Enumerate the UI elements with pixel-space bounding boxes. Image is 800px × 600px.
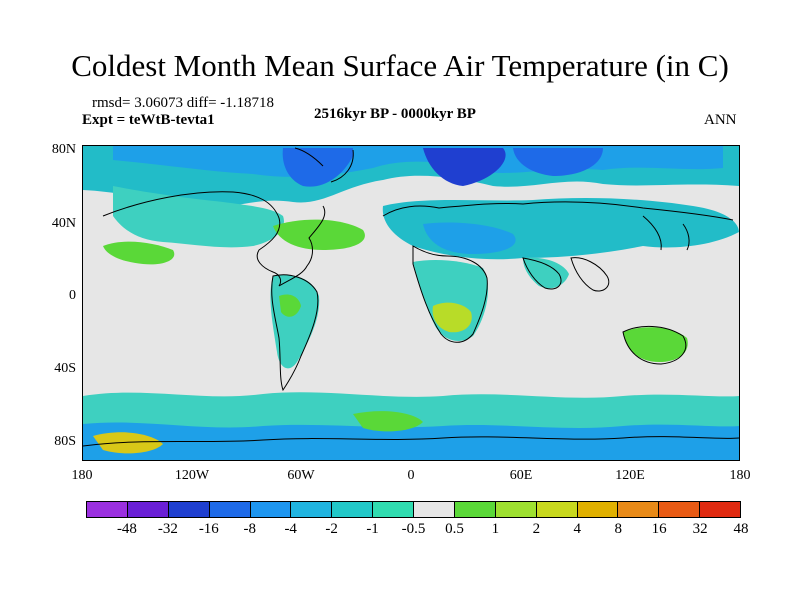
colorbar xyxy=(86,501,741,518)
atlantic-green xyxy=(273,219,365,250)
colorbar-label: -2 xyxy=(325,521,338,537)
colorbar-swatch xyxy=(373,502,414,517)
coastlines xyxy=(83,147,739,447)
colorbar-swatch xyxy=(577,502,619,517)
colorbar-label: -8 xyxy=(243,521,257,537)
colorbar-swatch xyxy=(454,502,496,517)
colorbar-swatch xyxy=(536,502,578,517)
lon-tick-0: 0 xyxy=(407,468,415,483)
africa-green xyxy=(432,302,472,333)
central-asia-blue xyxy=(423,222,516,254)
lat-tick-40n: 40N xyxy=(51,216,76,231)
colorbar-swatch xyxy=(127,502,169,517)
colorbar-swatch xyxy=(700,502,740,517)
colorbar-label: -48 xyxy=(116,521,137,537)
antarctic-green-2 xyxy=(353,411,423,432)
antarctic-blue xyxy=(83,422,739,460)
stats-label: rmsd= 3.06073 diff= -1.18718 xyxy=(92,95,275,111)
colorbar-label: 8 xyxy=(614,521,622,537)
south-america-green xyxy=(279,294,301,317)
colorbar-label: 1 xyxy=(491,521,500,537)
colorbar-label: 48 xyxy=(733,521,749,537)
colorbar-label: 32 xyxy=(692,521,708,537)
experiment-label: Expt = teWtB-tevta1 xyxy=(82,112,215,128)
lon-tick-180w: 180 xyxy=(71,468,93,483)
period-label: 2516kyr BP - 0000kyr BP xyxy=(314,106,476,122)
colorbar-swatch xyxy=(414,502,455,517)
lat-tick-40s: 40S xyxy=(54,361,76,376)
colorbar-swatch xyxy=(495,502,537,517)
colorbar-swatch xyxy=(659,502,701,517)
temperature-map xyxy=(83,146,739,460)
colorbar-swatch xyxy=(209,502,251,517)
colorbar-label: -0.5 xyxy=(401,521,426,537)
india-teal xyxy=(523,257,569,289)
colorbar-label: -1 xyxy=(366,521,379,537)
colorbar-swatch xyxy=(618,502,660,517)
pacific-green xyxy=(103,241,175,265)
siberia-cold-2 xyxy=(513,148,603,176)
antarctic-green xyxy=(93,432,163,454)
colorbar-label: 0.5 xyxy=(445,521,464,537)
lat-tick-80n: 80N xyxy=(51,142,76,157)
colorbar-swatch xyxy=(87,502,128,517)
colorbar-label: 16 xyxy=(651,521,667,537)
colorbar-swatch xyxy=(332,502,374,517)
colorbar-label: 2 xyxy=(532,521,541,537)
colorbar-swatch xyxy=(291,502,333,517)
north-america-band xyxy=(113,186,284,248)
season-label: ANN xyxy=(704,112,737,128)
australia-green xyxy=(623,327,688,362)
lon-tick-60e: 60E xyxy=(509,468,533,483)
lon-tick-120w: 120W xyxy=(174,468,210,483)
colorbar-label: 4 xyxy=(573,521,582,537)
lon-tick-60w: 60W xyxy=(287,468,315,483)
greenland-cold xyxy=(282,148,353,187)
lat-tick-80s: 80S xyxy=(54,434,76,449)
siberia-cold xyxy=(423,148,506,186)
lon-tick-120e: 120E xyxy=(615,468,645,483)
colorbar-label: -16 xyxy=(198,521,219,537)
lon-tick-180e: 180 xyxy=(729,468,751,483)
colorbar-label: -32 xyxy=(157,521,178,537)
colorbar-label: -4 xyxy=(284,521,297,537)
colorbar-swatch xyxy=(168,502,210,517)
lat-tick-0: 0 xyxy=(69,288,76,303)
colorbar-swatch xyxy=(250,502,292,517)
map-panel xyxy=(82,145,740,461)
map-title: Coldest Month Mean Surface Air Temperatu… xyxy=(71,48,729,83)
